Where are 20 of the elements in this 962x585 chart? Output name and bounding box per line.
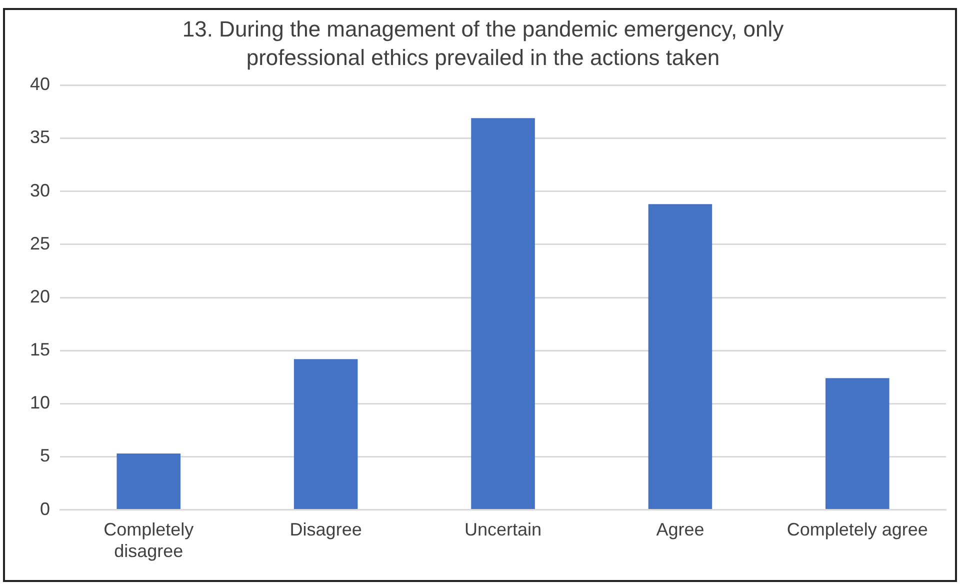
y-tick-label: 0 <box>40 498 50 519</box>
y-tick-label: 20 <box>30 286 50 306</box>
bar <box>648 204 712 510</box>
y-tick-label: 5 <box>40 446 50 466</box>
bar <box>471 118 535 510</box>
bar <box>294 359 358 510</box>
bar <box>116 454 181 510</box>
x-tick-label: Agree <box>656 520 704 540</box>
x-tick-label: Completely disagree <box>104 520 194 562</box>
y-tick-label: 10 <box>30 392 50 413</box>
chart-title: 13. During the management of the pandemic emergency, only professional ethics prevailed in the actions taken <box>182 16 784 70</box>
x-tick-label: Uncertain <box>464 520 542 540</box>
y-tick-label: 40 <box>30 74 50 94</box>
y-tick-label: 25 <box>30 233 50 254</box>
y-tick-label: 30 <box>30 180 50 200</box>
y-tick-label: 15 <box>30 340 50 360</box>
bar <box>826 378 890 510</box>
x-tick-label: Disagree <box>290 520 362 540</box>
x-tick-label: Completely agree <box>786 520 928 540</box>
y-tick-label: 35 <box>30 127 50 148</box>
